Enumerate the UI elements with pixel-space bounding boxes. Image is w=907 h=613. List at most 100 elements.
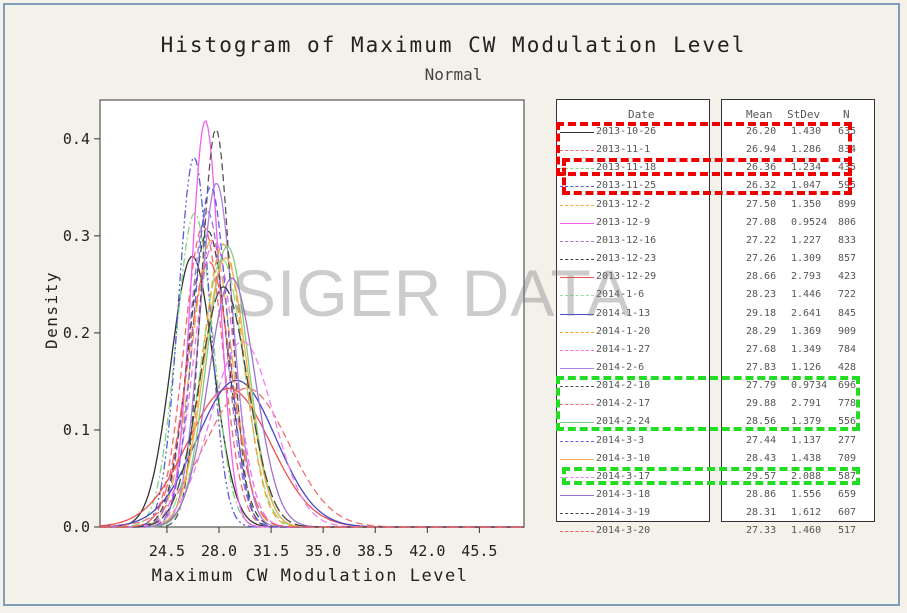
legend-n: 435	[838, 162, 857, 174]
legend-stdev: 1.438	[791, 452, 822, 464]
legend-row: 2014-3-17 29.57 2.088 587	[0, 469, 907, 487]
legend-date: 2014-2-10	[596, 380, 651, 392]
legend-n: 722	[838, 289, 857, 301]
legend-row: 2014-2-24 28.56 1.379 556	[0, 414, 907, 432]
legend-mean: 27.83	[746, 361, 777, 373]
legend-mean: 26.20	[746, 126, 777, 137]
x-tick-label: 28.0	[201, 542, 237, 560]
legend-mean: 28.23	[746, 289, 777, 301]
y-tick-label: 0.3	[63, 227, 90, 245]
legend-swatch	[560, 513, 594, 515]
legend-swatch	[560, 132, 594, 133]
figure-frame	[3, 3, 900, 606]
legend-date: 2014-3-17	[596, 470, 651, 482]
legend-mean: 28.86	[746, 489, 777, 500]
legend-row: 2014-3-19 28.31 1.612 607	[0, 505, 907, 523]
legend-mean: 27.44	[746, 434, 777, 446]
legend-swatch	[560, 204, 594, 206]
legend-stdev: 1.126	[791, 361, 822, 373]
chart-subtitle: Normal	[424, 65, 483, 84]
legend-n: 696	[838, 380, 857, 392]
legend-header-n: N	[843, 108, 850, 121]
legend-row: 2013-12-9 27.08 0.9524 806	[0, 215, 907, 233]
legend-swatch	[560, 240, 594, 242]
chart-title: Histogram of Maximum CW Modulation Level	[160, 33, 747, 57]
legend-stdev: 1.047	[791, 180, 822, 192]
legend-row: 2014-1-13 29.18 2.641 845	[0, 306, 907, 324]
legend-row: 2014-2-17 29.88 2.791 778	[0, 396, 907, 414]
legend-mean: 27.22	[746, 234, 777, 246]
legend-date: 2014-2-6	[596, 361, 645, 373]
legend-stdev: 1.309	[791, 253, 822, 265]
legend-date: 2014-1-27	[596, 343, 651, 355]
legend-n: 607	[838, 507, 857, 519]
legend-swatch	[560, 222, 594, 224]
legend-mean: 27.68	[746, 343, 777, 355]
legend-stdev: 2.791	[791, 398, 822, 410]
legend-swatch	[560, 331, 594, 333]
legend-stdev: 2.793	[791, 271, 822, 283]
legend-n: 423	[838, 271, 857, 283]
legend-n: 428	[838, 361, 857, 373]
legend-n: 857	[838, 253, 857, 265]
legend-row: 2014-3-3 27.44 1.137 277	[0, 433, 907, 451]
legend-swatch	[560, 259, 594, 261]
legend-mean: 28.66	[746, 271, 777, 283]
legend-mean: 26.32	[746, 180, 777, 192]
legend-swatch	[560, 531, 594, 533]
legend-row: 2013-10-26 26.20 1.430 635	[0, 124, 907, 142]
x-tick-label: 45.5	[461, 542, 497, 560]
y-tick-label: 0.1	[63, 421, 90, 439]
legend-stdev: 1.556	[791, 489, 822, 500]
legend-mean: 29.18	[746, 307, 777, 319]
legend-swatch	[560, 186, 594, 188]
legend-header-date: Date	[628, 108, 655, 121]
legend-n: 834	[838, 144, 857, 156]
legend-stdev: 1.286	[791, 144, 822, 156]
legend-date: 2013-11-18	[596, 162, 657, 174]
legend-date: 2013-11-1	[596, 144, 651, 156]
legend-mean: 28.56	[746, 416, 777, 428]
legend-n: 806	[838, 216, 857, 228]
legend-date: 2014-1-13	[596, 307, 651, 319]
legend-row: 2014-2-10 27.79 0.9734 696	[0, 378, 907, 396]
density-curve-2014-2-10	[100, 128, 524, 528]
x-tick-label: 42.0	[409, 542, 445, 560]
legend-n: 784	[838, 343, 857, 355]
legend-n: 778	[838, 398, 857, 410]
legend-date: 2014-2-24	[596, 416, 651, 428]
legend-row: 2013-12-23 27.26 1.309 857	[0, 251, 907, 269]
legend-stdev: 1.349	[791, 343, 822, 355]
legend-row: 2014-3-10 28.43 1.438 709	[0, 451, 907, 469]
density-curve-2014-1-6	[100, 258, 524, 528]
x-axis-label: Maximum CW Modulation Level	[151, 566, 469, 586]
legend-date: 2013-11-25	[596, 180, 657, 192]
legend-row: 2014-1-27 27.68 1.349 784	[0, 342, 907, 360]
legend-swatch	[560, 404, 594, 406]
legend-date: 2013-12-16	[596, 234, 657, 246]
legend-mean: 27.33	[746, 525, 777, 537]
legend-n: 899	[838, 198, 857, 210]
density-curve-2014-3-20	[100, 261, 524, 528]
legend-mean: 29.57	[746, 470, 777, 482]
y-tick-label: 0.0	[63, 518, 90, 536]
legend-date-panel	[556, 99, 710, 522]
plot-area	[99, 99, 525, 528]
x-tick-label: 35.0	[305, 542, 341, 560]
legend-row: 2013-12-2 27.50 1.350 899	[0, 197, 907, 215]
legend-date: 2013-12-29	[596, 271, 657, 283]
legend-header-stdev: StDev	[787, 108, 821, 121]
legend-stdev: 1.234	[791, 162, 822, 174]
legend-swatch	[560, 458, 594, 460]
legend-stdev: 1.227	[791, 234, 822, 246]
legend-date: 2014-3-18	[596, 489, 651, 500]
legend-stdev: 1.460	[791, 525, 822, 537]
legend-date: 2014-3-10	[596, 452, 651, 464]
legend-mean: 27.08	[746, 216, 777, 228]
legend-row: 2013-11-25 26.32 1.047 595	[0, 178, 907, 196]
legend-row: 2014-3-20 27.33 1.460 517	[0, 523, 907, 541]
legend-date: 2014-1-6	[596, 289, 645, 301]
legend-swatch	[560, 422, 594, 424]
legend-swatch	[560, 150, 594, 152]
